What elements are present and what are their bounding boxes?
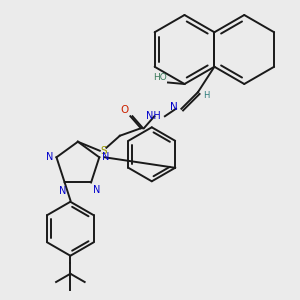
Text: HO: HO: [153, 73, 166, 82]
Text: H: H: [203, 91, 210, 100]
Text: N: N: [46, 152, 53, 162]
Text: S: S: [100, 146, 107, 156]
Text: N: N: [93, 185, 100, 195]
Text: N: N: [170, 102, 178, 112]
Text: NH: NH: [146, 111, 161, 121]
Text: N: N: [59, 186, 67, 196]
Text: N: N: [102, 152, 109, 162]
Text: O: O: [121, 105, 129, 115]
